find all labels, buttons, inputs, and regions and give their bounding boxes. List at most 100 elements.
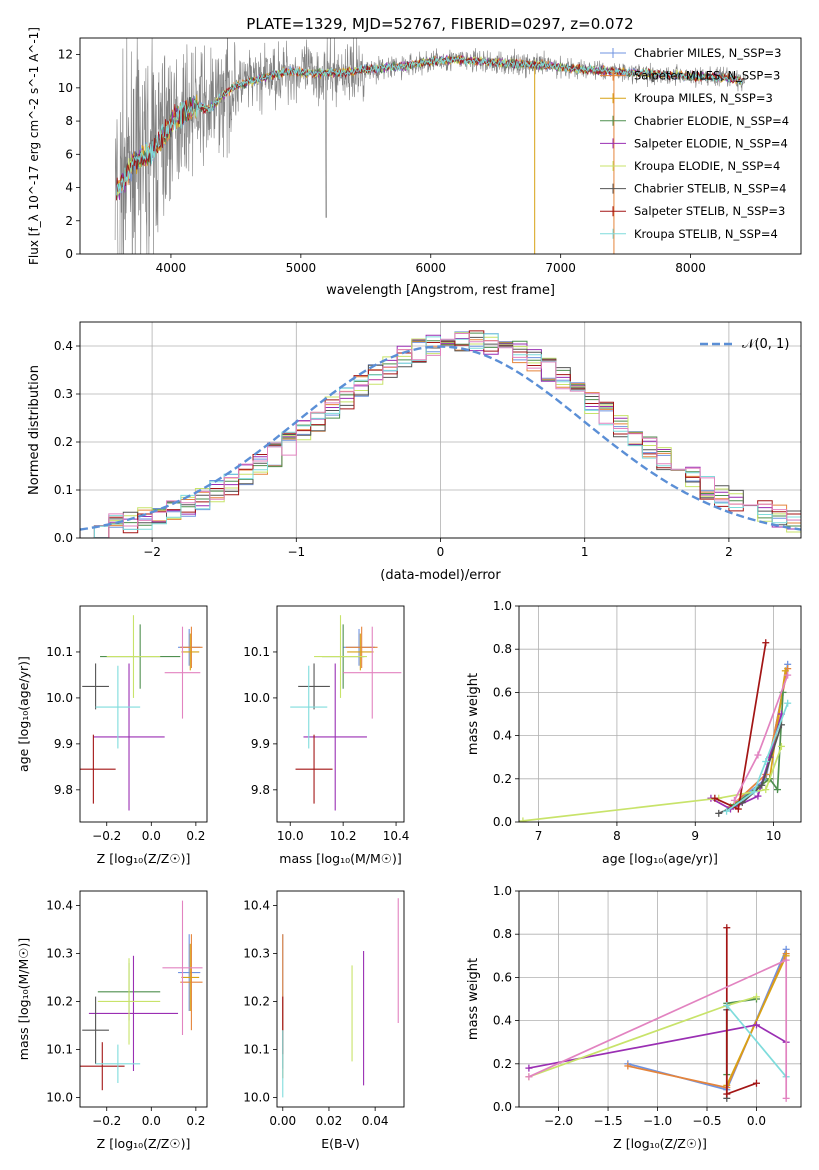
y-tick-label: 0.2 xyxy=(54,435,73,449)
legend: Chabrier MILES, N_SSP=3 Salpeter MILES, N… xyxy=(600,46,789,241)
axes-frame xyxy=(518,605,802,823)
series-marker xyxy=(762,639,770,647)
series-marker xyxy=(525,1073,533,1081)
series-marker xyxy=(781,667,789,675)
x-axis-label: Z [log₁₀(Z/Z☉)] xyxy=(97,1136,191,1151)
plot-area xyxy=(80,615,203,811)
legend-entry-label: Chabrier MILES, N_SSP=3 xyxy=(634,46,781,60)
y-tick-label: 0.2 xyxy=(493,1057,512,1071)
errorbar-point xyxy=(290,665,328,749)
axes-frame xyxy=(79,605,208,823)
x-axis-label: (data-model)/error xyxy=(380,568,501,583)
series-marker xyxy=(774,786,781,794)
y-tick-label: 1.0 xyxy=(493,884,512,898)
series-marker xyxy=(754,751,762,759)
y-tick-label: 10.0 xyxy=(46,691,73,705)
x-tick-label: 10.0 xyxy=(277,829,304,843)
axes-frame xyxy=(276,605,405,823)
y-tick-label: 10.0 xyxy=(46,1090,73,1104)
y-tick-label: 10.1 xyxy=(46,1042,73,1056)
series-marker xyxy=(752,1079,760,1087)
plot-area xyxy=(290,615,402,811)
series-marker xyxy=(525,1064,533,1072)
massweight-vs-metallicity-panel: −2.0 −1.5 −1.0 −0.5 0.0 0.0 0.2 0.4 0.6 0.8 1.0 Z [… xyxy=(466,884,802,1151)
x-tick-label: 10 xyxy=(766,829,781,843)
y-axis-label: mass weight xyxy=(466,958,481,1040)
legend-entry-label: Chabrier ELODIE, N_SSP=4 xyxy=(634,114,789,128)
y-tick-label: 0.0 xyxy=(493,815,512,829)
x-tick-label: 1 xyxy=(581,545,589,559)
x-tick-label: 10.2 xyxy=(330,829,357,843)
axes-frame xyxy=(79,321,802,539)
y-tick-label: 0.1 xyxy=(54,483,73,497)
x-tick-label: 10.4 xyxy=(383,829,410,843)
y-tick-label: 10.4 xyxy=(243,898,270,912)
errorbar-point xyxy=(106,615,161,698)
series-marker xyxy=(784,699,792,707)
x-tick-label: −1 xyxy=(287,545,305,559)
x-axis-label: E(B-V) xyxy=(321,1136,360,1151)
errorbar-point xyxy=(180,626,203,669)
series-marker xyxy=(624,1062,632,1070)
x-tick-label: 7000 xyxy=(545,261,576,275)
x-tick-label: −2.0 xyxy=(544,1114,573,1128)
series-line xyxy=(726,1004,787,1078)
x-tick-label: 0.2 xyxy=(186,1114,205,1128)
x-axis-label: age [log₁₀(age/yr)] xyxy=(602,851,718,866)
x-axis-label: mass [log₁₀(M/M☉)] xyxy=(279,851,401,866)
x-tick-label: −2 xyxy=(143,545,161,559)
series-marker xyxy=(715,809,723,817)
y-tick-label: 0.3 xyxy=(54,387,73,401)
errorbar-point xyxy=(95,665,141,749)
y-tick-label: 4 xyxy=(65,181,73,195)
errorbar-point xyxy=(97,958,161,1045)
series-marker xyxy=(734,805,742,813)
errorbar-point xyxy=(162,900,203,1035)
series-marker xyxy=(750,788,758,796)
legend-entry-label: Chabrier STELIB, N_SSP=4 xyxy=(634,182,786,196)
x-tick-label: 0.02 xyxy=(316,1114,343,1128)
y-tick-label: 9.8 xyxy=(251,783,270,797)
model-spectrum-line xyxy=(116,56,743,196)
x-axis-label: Z [log₁₀(Z/Z☉)] xyxy=(97,851,191,866)
age-vs-mass-panel: 10.0 10.2 10.4 9.8 9.9 10.0 10.1 mass [log₁₀(M/… xyxy=(243,605,410,866)
errorbar-point xyxy=(181,943,200,1011)
series-line xyxy=(522,746,783,822)
axes-frame xyxy=(79,890,208,1108)
x-axis-label: wavelength [Angstrom, rest frame] xyxy=(326,283,555,298)
errorbar-point xyxy=(164,626,201,719)
x-tick-label: −0.2 xyxy=(92,829,121,843)
y-tick-label: 10 xyxy=(58,81,73,95)
series-marker xyxy=(762,786,770,794)
series-marker xyxy=(519,817,527,822)
x-tick-label: −1.5 xyxy=(593,1114,622,1128)
y-tick-label: 0.6 xyxy=(493,970,512,984)
series-marker xyxy=(758,781,766,789)
legend-entry-label: Kroupa MILES, N_SSP=3 xyxy=(634,91,773,105)
axes-frame xyxy=(518,890,802,1108)
y-axis-label: Flux [f_λ 10^-17 erg cm^-2 s^-1 A^-1] xyxy=(27,27,41,265)
plot-area xyxy=(525,924,790,1102)
x-tick-label: 2 xyxy=(725,545,733,559)
legend-entry-label: Kroupa STELIB, N_SSP=4 xyxy=(634,227,778,241)
legend-entry-label: 𝒩(0, 1) xyxy=(742,337,789,352)
gaussian-curve xyxy=(80,345,801,531)
series-marker xyxy=(784,671,792,679)
errorbar-point xyxy=(295,734,333,804)
series-marker xyxy=(762,758,770,766)
y-tick-label: 9.9 xyxy=(251,737,270,751)
y-tick-label: 0.4 xyxy=(493,1014,512,1028)
plot-area xyxy=(80,900,203,1091)
axes-frame xyxy=(79,37,802,255)
y-tick-label: 0.4 xyxy=(54,339,73,353)
y-tick-label: 6 xyxy=(65,147,73,161)
plot-area xyxy=(282,898,399,1098)
series-marker xyxy=(777,742,785,750)
errorbar-point xyxy=(95,1044,141,1083)
errorbar-point xyxy=(347,633,374,671)
y-axis-label: mass weight xyxy=(466,673,481,755)
axes-frame xyxy=(276,890,405,1108)
x-tick-label: 8 xyxy=(613,829,621,843)
series-marker xyxy=(723,924,731,932)
